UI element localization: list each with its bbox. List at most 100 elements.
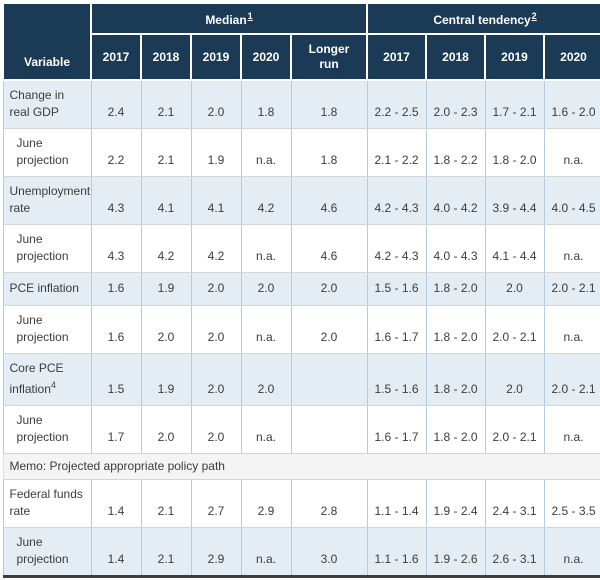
value-cell: 2.2 - 2.5	[366, 80, 427, 129]
value-cell: 1.7	[90, 405, 142, 454]
value-cell: 1.6 - 1.7	[366, 305, 427, 354]
value-cell: 2.5 - 3.5	[543, 479, 600, 528]
central-year-2017-header: 2017	[366, 33, 427, 81]
central-year-2018-header: 2018	[425, 33, 486, 81]
median-year-2017-header: 2017	[90, 33, 142, 81]
value-cell: 4.0 - 4.3	[425, 224, 486, 273]
value-cell: n.a.	[543, 305, 600, 354]
central-tendency-footnote-link[interactable]: 2	[531, 11, 537, 21]
median-group-header: Median1	[90, 2, 368, 35]
table-row-fed-funds-june-projection: June projection 1.4 2.1 2.9 n.a. 3.0 1.1…	[2, 527, 600, 578]
value-cell: 2.0	[484, 353, 545, 406]
value-cell: 2.0	[190, 405, 242, 454]
value-cell	[290, 353, 368, 406]
group-header-row: Variable Median1 Central tendency2	[2, 2, 600, 81]
value-cell: n.a.	[240, 405, 292, 454]
value-cell: 2.0 - 2.1	[543, 353, 600, 406]
value-cell: n.a.	[543, 128, 600, 177]
value-cell: 4.2	[240, 176, 292, 225]
value-cell: 1.1 - 1.4	[366, 479, 427, 528]
value-cell: 2.4 - 3.1	[484, 479, 545, 528]
table-row-core-pce-june-projection: June projection 1.7 2.0 2.0 n.a. 1.6 - 1…	[2, 405, 600, 454]
value-cell: 1.4	[90, 479, 142, 528]
row-label: Change in real GDP	[2, 80, 92, 129]
value-cell: 1.8	[290, 80, 368, 129]
value-cell: n.a.	[240, 128, 292, 177]
core-pce-footnote: 4	[50, 380, 56, 390]
value-cell: 1.6	[90, 305, 142, 354]
value-cell: n.a.	[543, 224, 600, 273]
value-cell: 1.8 - 2.0	[425, 272, 486, 306]
central-year-2019-header: 2019	[484, 33, 545, 81]
row-label: Federal funds rate	[2, 479, 92, 528]
value-cell: 4.2	[140, 224, 192, 273]
median-year-2020-header: 2020	[240, 33, 292, 81]
table-row-unemployment: Unemployment rate 4.3 4.1 4.1 4.2 4.6 4.…	[2, 176, 600, 225]
value-cell: 4.1	[140, 176, 192, 225]
memo-label: Memo: Projected appropriate policy path	[2, 453, 600, 480]
memo-row: Memo: Projected appropriate policy path	[2, 453, 600, 480]
value-cell: 1.6 - 2.0	[543, 80, 600, 129]
value-cell: 2.0	[190, 272, 242, 306]
value-cell: 1.4	[90, 527, 142, 578]
value-cell: 2.7	[190, 479, 242, 528]
value-cell: 2.9	[240, 479, 292, 528]
value-cell: 1.9	[190, 128, 242, 177]
value-cell: 2.0	[190, 80, 242, 129]
value-cell: 4.6	[290, 176, 368, 225]
value-cell: 4.3	[90, 224, 142, 273]
value-cell: 2.1	[140, 479, 192, 528]
value-cell: 1.9	[140, 353, 192, 406]
value-cell: 2.1	[140, 80, 192, 129]
value-cell: n.a.	[543, 405, 600, 454]
value-cell: n.a.	[240, 224, 292, 273]
value-cell: 1.5 - 1.6	[366, 272, 427, 306]
median-year-2019-header: 2019	[190, 33, 242, 81]
table-row-core-pce-inflation: Core PCE inflation4 1.5 1.9 2.0 2.0 1.5 …	[2, 353, 600, 406]
row-label: June projection	[2, 405, 92, 454]
value-cell: 1.9 - 2.6	[425, 527, 486, 578]
row-label: June projection	[2, 128, 92, 177]
value-cell: 2.0 - 2.1	[484, 405, 545, 454]
value-cell: 2.1	[140, 527, 192, 578]
median-footnote-link[interactable]: 1	[247, 11, 253, 21]
value-cell: 1.6	[90, 272, 142, 306]
value-cell: 1.8	[240, 80, 292, 129]
table-row-pce-inflation: PCE inflation 1.6 1.9 2.0 2.0 2.0 1.5 - …	[2, 272, 600, 306]
value-cell: 2.4	[90, 80, 142, 129]
value-cell: 2.0	[190, 353, 242, 406]
year-header-row: 2017 2018 2019 2020 Longer run 2017 2018…	[3, 33, 600, 81]
value-cell: 1.9	[140, 272, 192, 306]
value-cell: 4.0 - 4.2	[425, 176, 486, 225]
value-cell: 2.0 - 2.3	[425, 80, 486, 129]
value-cell: 2.1 - 2.2	[366, 128, 427, 177]
row-label: June projection	[2, 224, 92, 273]
row-label: Core PCE inflation4	[2, 353, 92, 406]
value-cell: 1.8 - 2.0	[425, 405, 486, 454]
core-pce-label: Core PCE inflation	[9, 361, 64, 396]
value-cell: 1.5	[90, 353, 142, 406]
value-cell: 3.9 - 4.4	[484, 176, 545, 225]
value-cell: 1.1 - 1.6	[366, 527, 427, 578]
value-cell: 1.9 - 2.4	[425, 479, 486, 528]
value-cell: 2.0	[140, 305, 192, 354]
value-cell: 2.0 - 2.1	[543, 272, 600, 306]
value-cell: 4.1 - 4.4	[484, 224, 545, 273]
value-cell: 4.2 - 4.3	[366, 224, 427, 273]
table-row-gdp-june-projection: June projection 2.2 2.1 1.9 n.a. 1.8 2.1…	[2, 128, 600, 177]
value-cell: 2.0	[190, 305, 242, 354]
value-cell: 2.0 - 2.1	[484, 305, 545, 354]
value-cell: n.a.	[240, 527, 292, 578]
variable-column-header: Variable	[2, 2, 92, 81]
central-tendency-label: Central tendency	[433, 13, 531, 27]
value-cell: 2.1	[140, 128, 192, 177]
central-year-2020-header: 2020	[543, 33, 600, 81]
value-cell: 1.8 - 2.0	[425, 353, 486, 406]
row-label: June projection	[2, 305, 92, 354]
value-cell: 4.2 - 4.3	[366, 176, 427, 225]
row-label: Unemployment rate	[2, 176, 92, 225]
value-cell: 2.0	[140, 405, 192, 454]
value-cell: n.a.	[240, 305, 292, 354]
value-cell: 2.0	[484, 272, 545, 306]
